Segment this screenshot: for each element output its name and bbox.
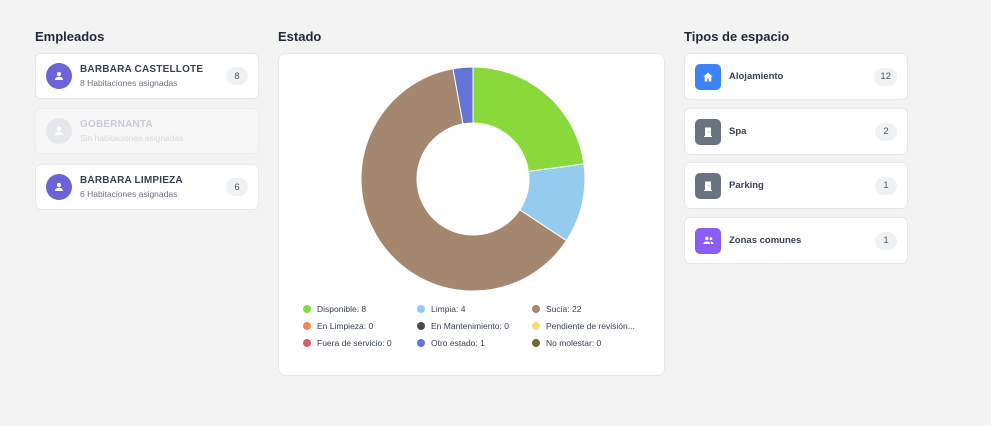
donut-slice-otro-estado[interactable] bbox=[452, 66, 474, 125]
legend-label: Fuera de servicio: 0 bbox=[317, 338, 392, 348]
space-type-card-alojamiento[interactable]: Alojamiento 12 bbox=[684, 53, 908, 100]
chart-legend: Disponible: 8 Limpia: 4 Sucia: 22 En Limpie… bbox=[303, 304, 653, 348]
legend-label: Limpia: 4 bbox=[431, 304, 466, 314]
space-types-title: Tipos de espacio bbox=[684, 29, 790, 44]
home-icon bbox=[695, 63, 721, 90]
legend-color-dot bbox=[303, 305, 311, 313]
employee-card[interactable]: GOBERNANTA Sin habitaciones asignadas bbox=[35, 108, 259, 154]
employee-card[interactable]: BÁRBARA LIMPIEZA 6 Habitaciones asignada… bbox=[35, 164, 259, 210]
legend-item[interactable]: Pendiente de revisión... bbox=[532, 321, 646, 331]
legend-label: Otro estado: 1 bbox=[431, 338, 485, 348]
legend-color-dot bbox=[532, 339, 540, 347]
employee-card[interactable]: BÁRBARA CASTELLOTE 8 Habitaciones asigna… bbox=[35, 53, 259, 99]
legend-label: No molestar: 0 bbox=[546, 338, 602, 348]
donut-slice-sucia[interactable] bbox=[360, 68, 568, 292]
door-icon bbox=[695, 118, 721, 145]
legend-item[interactable]: Sucia: 22 bbox=[532, 304, 646, 314]
employee-rooms-assigned: 8 Habitaciones asignadas bbox=[80, 78, 178, 88]
legend-color-dot bbox=[417, 305, 425, 313]
legend-item[interactable]: No molestar: 0 bbox=[532, 338, 646, 348]
user-avatar-icon bbox=[46, 63, 72, 89]
space-type-card-zonas-comunes[interactable]: Zonas comunes 1 bbox=[684, 217, 908, 264]
donut-slice-disponible[interactable] bbox=[472, 66, 585, 173]
legend-label: Sucia: 22 bbox=[546, 304, 582, 314]
legend-label: Disponible: 8 bbox=[317, 304, 367, 314]
legend-color-dot bbox=[532, 322, 540, 330]
employee-name: BÁRBARA LIMPIEZA bbox=[80, 175, 183, 186]
group-icon bbox=[695, 227, 721, 254]
legend-label: Pendiente de revisión... bbox=[546, 321, 635, 331]
employee-count-badge: 8 bbox=[226, 67, 248, 85]
user-avatar-icon bbox=[46, 118, 72, 144]
legend-item[interactable]: En Limpieza: 0 bbox=[303, 321, 417, 331]
employee-name: GOBERNANTA bbox=[80, 119, 153, 130]
space-type-count: 2 bbox=[875, 122, 897, 141]
space-type-label: Spa bbox=[729, 126, 747, 137]
employee-rooms-assigned: 6 Habitaciones asignadas bbox=[80, 189, 178, 199]
employee-rooms-assigned: Sin habitaciones asignadas bbox=[80, 133, 184, 143]
space-type-card-parking[interactable]: Parking 1 bbox=[684, 162, 908, 209]
space-type-count: 12 bbox=[874, 67, 897, 86]
door-icon bbox=[695, 172, 721, 199]
employee-count-badge: 6 bbox=[226, 178, 248, 196]
user-avatar-icon bbox=[46, 174, 72, 200]
legend-item[interactable]: Otro estado: 1 bbox=[417, 338, 532, 348]
legend-color-dot bbox=[417, 339, 425, 347]
legend-item[interactable]: Limpia: 4 bbox=[417, 304, 532, 314]
space-type-label: Zonas comunes bbox=[729, 235, 802, 246]
legend-color-dot bbox=[303, 339, 311, 347]
legend-label: En Limpieza: 0 bbox=[317, 321, 374, 331]
space-type-count: 1 bbox=[875, 176, 897, 195]
legend-color-dot bbox=[303, 322, 311, 330]
space-type-count: 1 bbox=[875, 231, 897, 250]
space-type-card-spa[interactable]: Spa 2 bbox=[684, 108, 908, 155]
status-chart-card: Disponible: 8 Limpia: 4 Sucia: 22 En Limpie… bbox=[278, 53, 665, 376]
space-type-label: Parking bbox=[729, 180, 764, 191]
space-type-label: Alojamiento bbox=[729, 71, 784, 82]
status-donut-chart bbox=[360, 66, 586, 292]
legend-label: En Mantenimiento: 0 bbox=[431, 321, 509, 331]
legend-item[interactable]: Disponible: 8 bbox=[303, 304, 417, 314]
legend-color-dot bbox=[532, 305, 540, 313]
employee-name: BÁRBARA CASTELLOTE bbox=[80, 64, 204, 75]
legend-item[interactable]: Fuera de servicio: 0 bbox=[303, 338, 417, 348]
employees-title: Empleados bbox=[35, 29, 105, 44]
legend-item[interactable]: En Mantenimiento: 0 bbox=[417, 321, 532, 331]
status-title: Estado bbox=[278, 29, 322, 44]
legend-color-dot bbox=[417, 322, 425, 330]
